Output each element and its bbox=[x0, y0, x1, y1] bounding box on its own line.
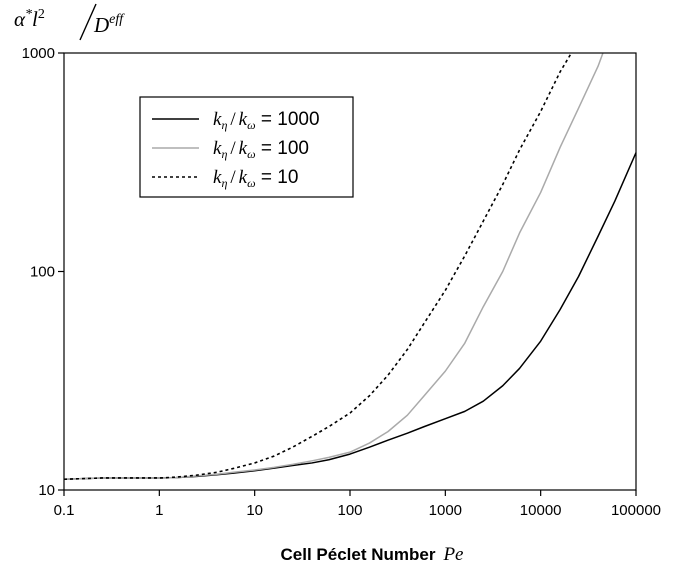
y-tick-label: 10 bbox=[38, 482, 55, 499]
y-axis-title: α*l2 Deff bbox=[14, 3, 125, 41]
y-title-two: 2 bbox=[38, 7, 45, 22]
series-line-1 bbox=[63, 152, 637, 480]
legend-label-1: kη / kω = 1000 bbox=[213, 109, 320, 132]
axis-ticks: 0.1 1 10 100 1000 10000 100000 10 100 1000 bbox=[22, 45, 661, 519]
y-tick-label: 1000 bbox=[22, 45, 55, 62]
series-line-3 bbox=[63, 52, 573, 481]
legend: kη / kω = 1000 kη / kω = 100 kη / kω = 10 bbox=[139, 96, 354, 198]
y-tick-label: 100 bbox=[30, 264, 55, 281]
y-title-star: * bbox=[25, 7, 32, 22]
y-title-eff: eff bbox=[109, 12, 125, 27]
y-title-alpha: α bbox=[14, 7, 26, 31]
y-title-d: D bbox=[93, 13, 109, 37]
legend-label-2: kη / kω = 100 bbox=[213, 138, 309, 161]
svg-text:α*l2: α*l2 bbox=[14, 7, 45, 31]
x-tick-label: 100000 bbox=[611, 502, 661, 519]
x-tick-label: 1000 bbox=[429, 502, 462, 519]
x-tick-label: 100 bbox=[337, 502, 362, 519]
legend-frame bbox=[139, 96, 354, 198]
x-tick-label: 1 bbox=[155, 502, 163, 519]
x-title-text: Cell Péclet Number bbox=[281, 545, 436, 564]
svg-text:Deff: Deff bbox=[93, 12, 125, 37]
y-title-slash-glyph bbox=[79, 3, 97, 41]
legend-label-3: kη / kω = 10 bbox=[213, 167, 298, 190]
x-tick-label: 10 bbox=[246, 502, 263, 519]
x-tick-label: 0.1 bbox=[54, 502, 75, 519]
x-tick-label: 10000 bbox=[520, 502, 562, 519]
x-axis-title: Cell Péclet Number Pe bbox=[281, 544, 464, 565]
x-title-symbol: Pe bbox=[442, 544, 463, 565]
y-title-l: l bbox=[32, 7, 38, 31]
